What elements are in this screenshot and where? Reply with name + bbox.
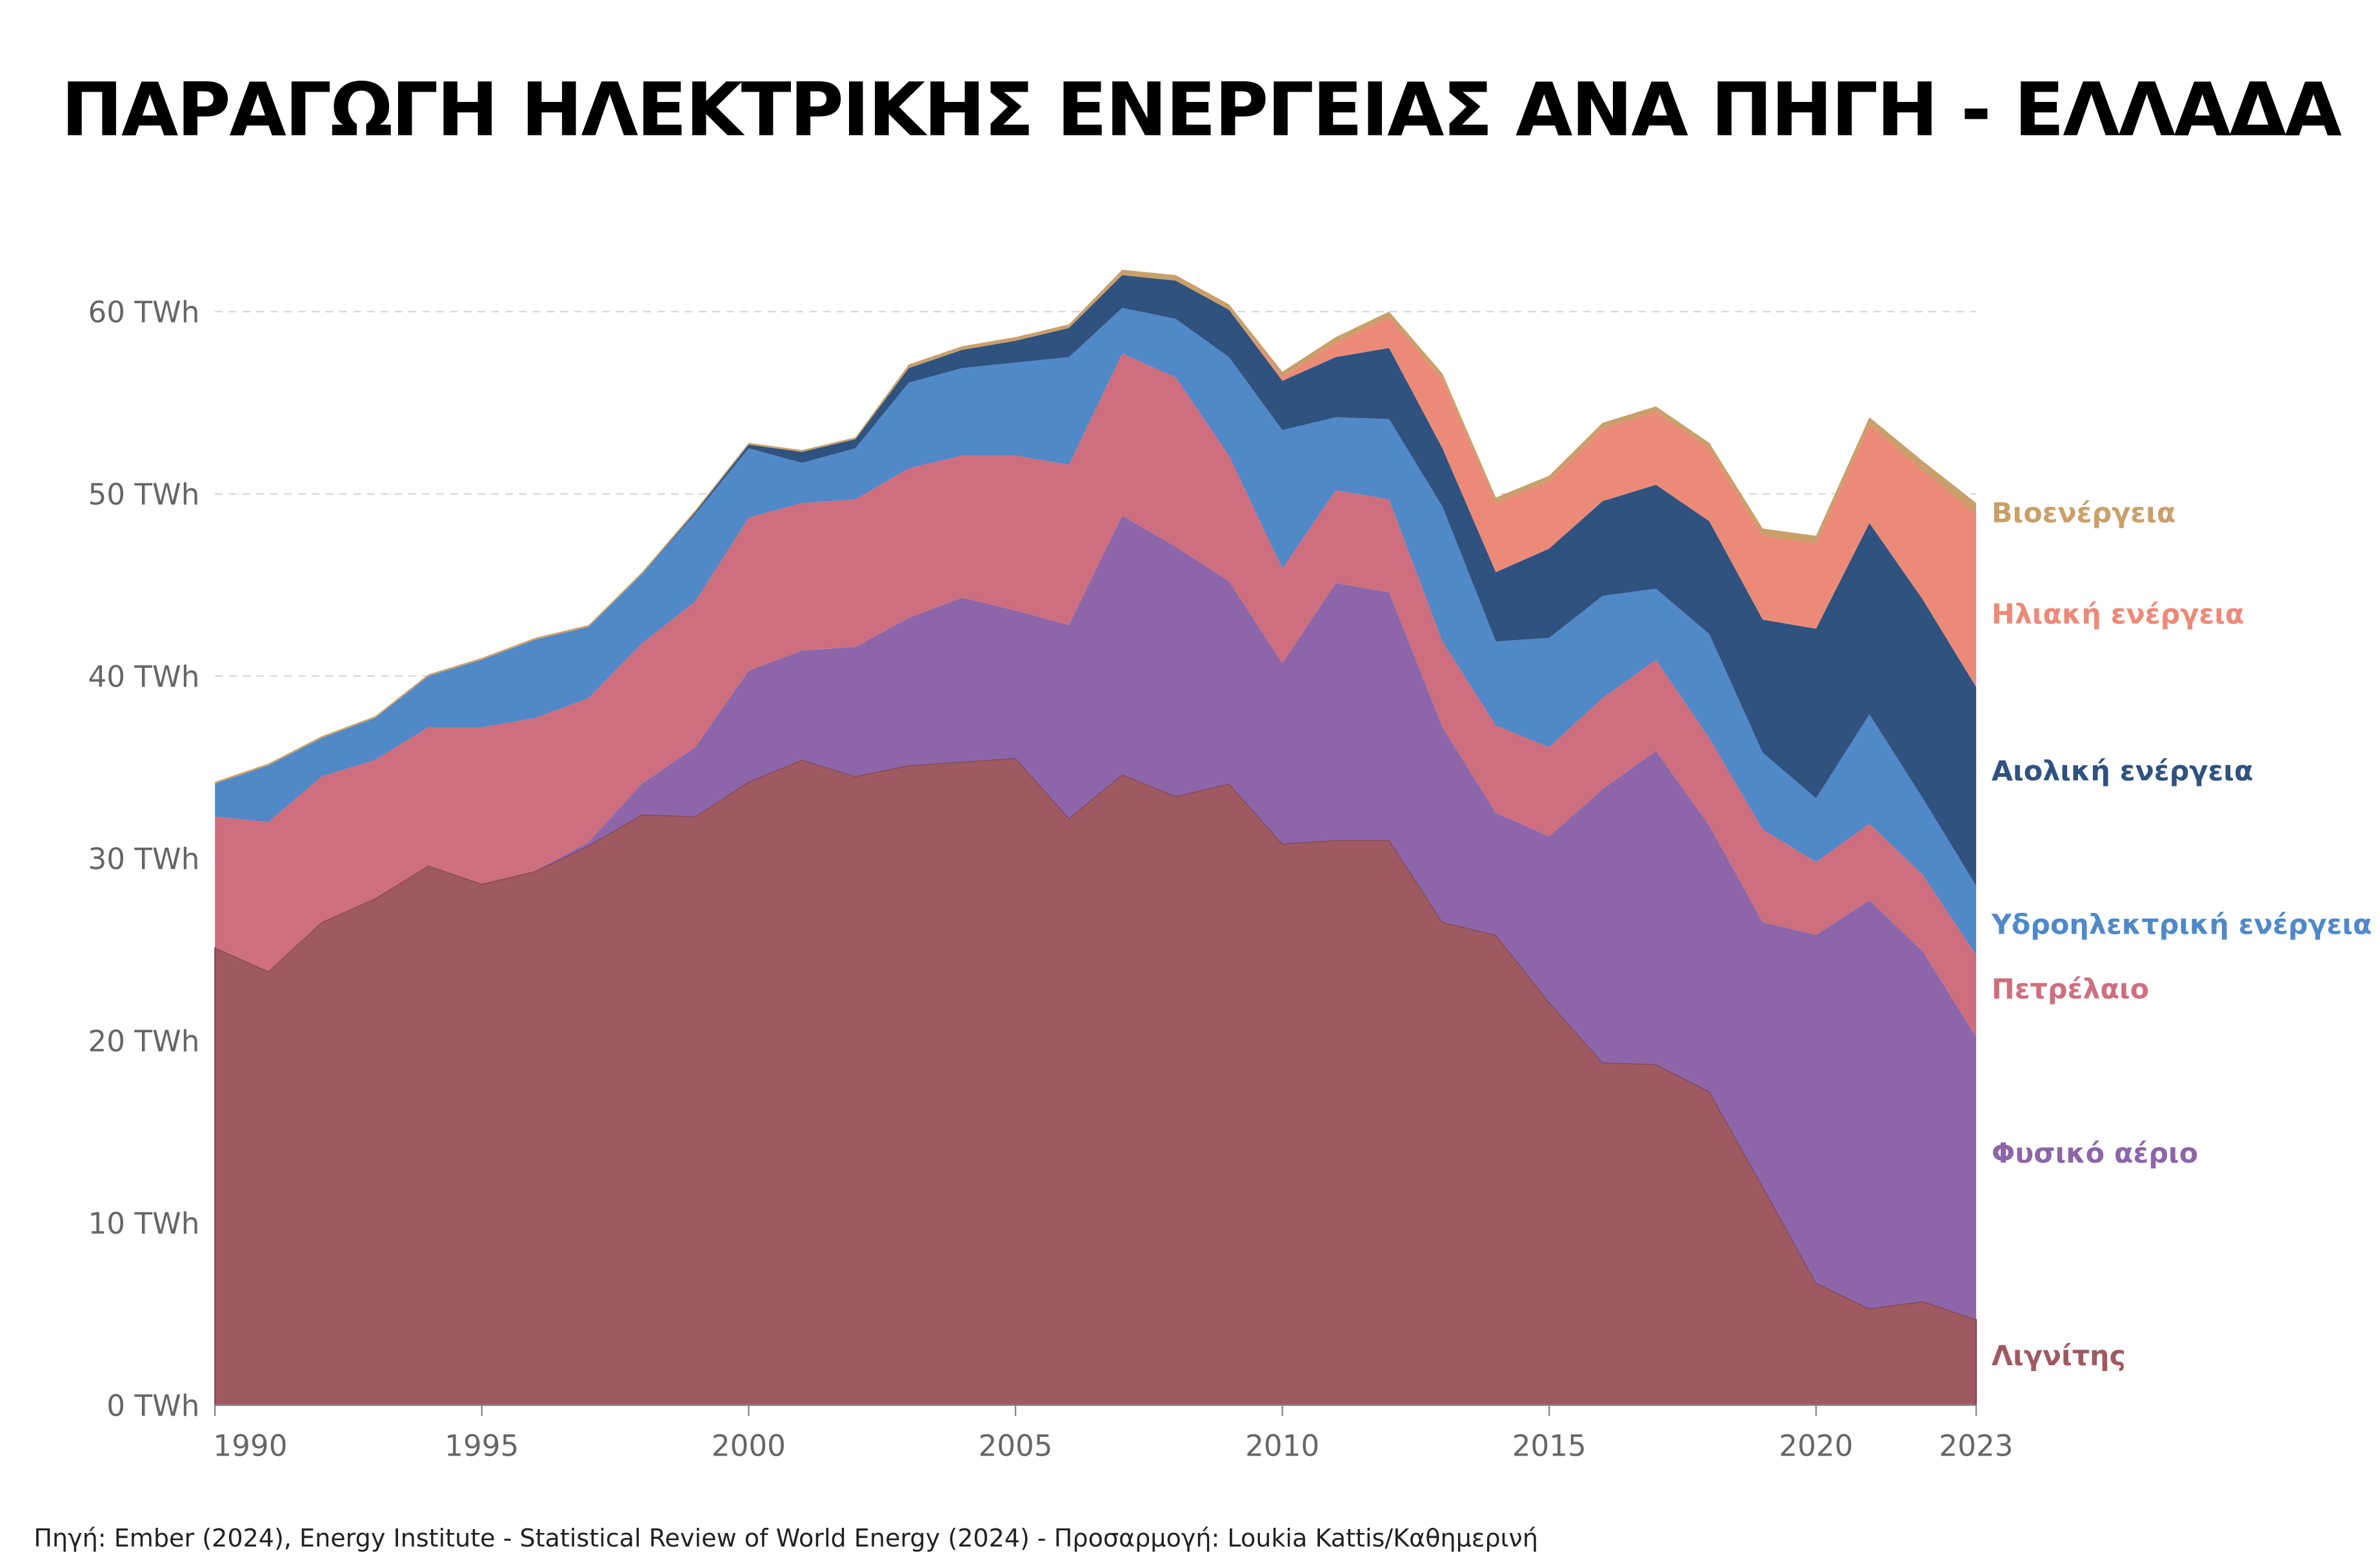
x-tick-label: 1990 [213, 1429, 287, 1463]
source-note: Πηγή: Ember (2024), Energy Institute - S… [34, 1524, 1538, 1552]
x-tick-label: 2000 [712, 1429, 786, 1463]
x-axis: 1990 1995 2000 2005 2010 2015 2020 2023 [213, 1404, 2014, 1463]
y-tick-label: 10 TWh [88, 1207, 199, 1241]
area-2 [215, 353, 1977, 1037]
chart-title: ΠΑΡΑΓΩΓΗ ΗΛΕΚΤΡΙΚΗΣ ΕΝΕΡΓΕΙΑΣ ΑΝΑ ΠΗΓΗ -… [61, 67, 2342, 153]
area-series [214, 269, 1977, 1406]
x-tick-label: 2005 [978, 1429, 1052, 1463]
series-label: Πετρέλαιο [1992, 973, 2149, 1005]
y-tick-label: 20 TWh [88, 1025, 199, 1059]
area-1 [215, 516, 1977, 1320]
y-tick-label: 30 TWh [88, 842, 199, 876]
series-label: Αιολική ενέργεια [1992, 755, 2254, 787]
series-label: Υδροηλεκτρική ενέργεια [1991, 908, 2372, 941]
y-tick-label: 40 TWh [88, 660, 199, 694]
y-axis: 0 TWh 10 TWh 20 TWh 30 TWh 40 TWh 50 TWh 60 TW… [88, 295, 199, 1423]
y-tick-label: 60 TWh [88, 295, 199, 330]
series-labels: Λιγνίτης Φυσικό αέριο Πετρέλαιο Υδροηλεκτρι… [1991, 497, 2372, 1372]
area-3 [215, 308, 1977, 956]
x-tick-label: 2023 [1939, 1429, 2014, 1463]
x-tick-label: 2015 [1512, 1429, 1586, 1463]
series-label: Λιγνίτης [1992, 1340, 2126, 1372]
y-tick-label: 50 TWh [88, 477, 199, 512]
x-tick-label: 2010 [1245, 1429, 1319, 1463]
y-tick-label: 0 TWh [106, 1389, 199, 1423]
area-4 [215, 275, 1977, 886]
series-label: Φυσικό αέριο [1992, 1137, 2198, 1170]
series-label: Βιοενέργεια [1992, 497, 2175, 529]
x-tick-label: 1995 [445, 1429, 519, 1463]
x-tick-label: 2020 [1779, 1429, 1853, 1463]
series-label: Ηλιακή ενέργεια [1992, 599, 2245, 631]
